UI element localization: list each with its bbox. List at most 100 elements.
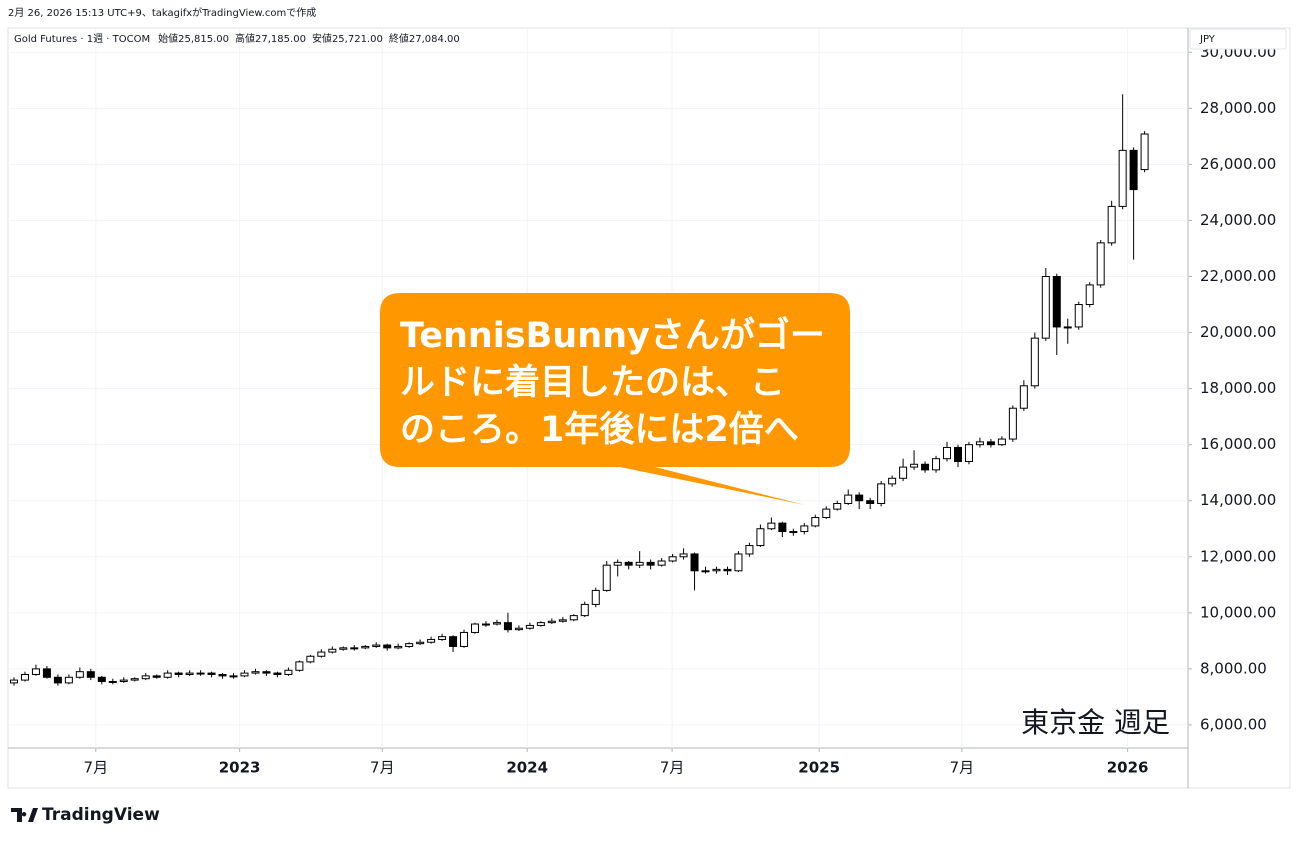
candle-body: [997, 438, 1006, 446]
candle-body: [416, 641, 425, 645]
y-tick-label: 28,000.00: [1200, 99, 1276, 117]
candle-body: [273, 672, 282, 675]
candle-body: [350, 647, 359, 650]
candle-body: [844, 494, 853, 505]
x-tick-label: 2025: [798, 759, 840, 777]
candle-body: [1129, 149, 1138, 191]
legend-label: 終値: [389, 32, 409, 45]
candle-body: [229, 675, 238, 678]
candle-body: [613, 561, 622, 566]
candle-body: [624, 561, 633, 566]
candle-body: [53, 676, 62, 684]
candle-body: [756, 528, 765, 547]
y-tick-label: 22,000.00: [1200, 267, 1276, 285]
x-tick-label: 2026: [1107, 759, 1149, 777]
candle-body: [185, 672, 194, 675]
candle-body: [449, 636, 458, 647]
currency-box[interactable]: [1189, 28, 1287, 50]
candle-body: [86, 671, 95, 678]
candle-body: [855, 494, 864, 502]
callout-bubble: [380, 293, 850, 505]
legend-value: 27,185.00: [255, 34, 306, 45]
caption: 2月 26, 2026 15:13 UTC+9、takagifxがTrading…: [8, 6, 316, 19]
candle-body: [64, 676, 73, 684]
candle-body: [822, 508, 831, 519]
candle-body: [646, 561, 655, 566]
candle-body: [1085, 284, 1094, 306]
candle-body: [383, 644, 392, 649]
candle-body: [481, 623, 490, 626]
legend-label: 安値: [312, 32, 332, 45]
brand: TradingView: [42, 805, 160, 825]
candle-body: [1096, 242, 1105, 286]
candle-body: [635, 561, 644, 566]
y-tick-label: 10,000.00: [1200, 603, 1276, 621]
candle-body: [405, 643, 414, 647]
candle-body: [745, 545, 754, 555]
candle-body: [328, 648, 337, 653]
candle-body: [339, 647, 348, 650]
y-tick-label: 24,000.00: [1200, 211, 1276, 229]
candle-body: [1140, 133, 1149, 171]
candle-body: [438, 636, 447, 640]
candle-body: [668, 556, 677, 562]
candle-body: [789, 531, 798, 534]
currency: JPY: [1199, 34, 1216, 45]
candle-body: [1008, 407, 1017, 440]
candle-body: [1118, 149, 1127, 207]
candle-body: [471, 623, 480, 633]
candle-body: [130, 678, 139, 681]
candle-body: [460, 631, 469, 647]
candle-body: [119, 679, 128, 682]
candle-body: [196, 672, 205, 675]
candle-body: [921, 463, 930, 471]
x-tick-label: 7月: [660, 759, 685, 777]
candle-body: [284, 669, 293, 675]
candle-body: [943, 446, 952, 460]
candle-body: [767, 522, 776, 530]
candle-body: [207, 672, 216, 675]
x-tick-label: 7月: [370, 759, 395, 777]
candle-body: [1107, 205, 1116, 244]
candle-body: [712, 568, 721, 572]
legend-value: 25,721.00: [332, 34, 383, 45]
candle-body: [778, 522, 787, 533]
candle-body: [251, 671, 260, 674]
candle-body: [975, 441, 984, 446]
y-tick-label: 14,000.00: [1200, 491, 1276, 509]
candle-body: [1041, 275, 1050, 339]
x-tick-label: 7月: [950, 759, 975, 777]
y-tick-label: 8,000.00: [1200, 659, 1267, 677]
candle-body: [141, 675, 150, 680]
candle-body: [152, 675, 161, 678]
x-tick-label: 2023: [219, 759, 261, 777]
candle-body: [20, 673, 29, 681]
candle-body: [108, 680, 117, 683]
watermark: 東京金 週足: [1021, 706, 1170, 739]
candle-body: [1030, 337, 1039, 387]
y-tick-label: 6,000.00: [1200, 715, 1267, 733]
legend-symbol: Gold Futures · 1週 · TOCOM: [14, 33, 150, 45]
legend-label: 始値: [158, 32, 178, 45]
candle-body: [932, 458, 941, 471]
candle-body: [690, 553, 699, 572]
legend: Gold Futures · 1週 · TOCOM 始値 25,815.00 高値 27…: [14, 32, 460, 45]
candle-body: [262, 671, 271, 674]
callout-line: TennisBunnyさんがゴー: [400, 315, 825, 356]
frame: [7, 27, 1291, 789]
candle-body: [602, 564, 611, 591]
candle-body: [866, 500, 875, 505]
candle-body: [503, 622, 512, 631]
candle-body: [986, 441, 995, 446]
candle-body: [734, 553, 743, 572]
y-tick-label: 12,000.00: [1200, 547, 1276, 565]
candle-body: [1074, 304, 1083, 328]
candle-body: [372, 644, 381, 647]
candle-body: [1052, 275, 1061, 328]
candle-body: [514, 627, 523, 631]
candle-body: [163, 672, 172, 678]
candle-body: [1019, 385, 1028, 409]
candle-body: [888, 477, 897, 485]
candle-body: [910, 463, 919, 468]
